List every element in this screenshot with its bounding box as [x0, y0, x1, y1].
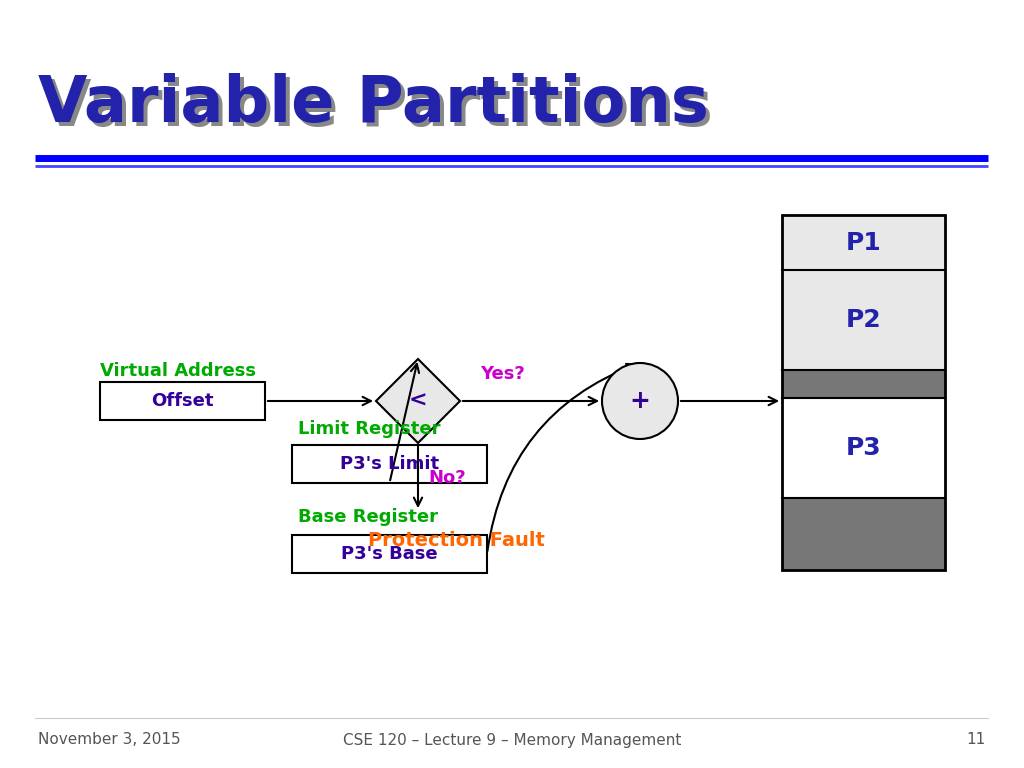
Text: P1: P1 [846, 230, 882, 254]
Text: P3's Base: P3's Base [341, 545, 438, 563]
Bar [292, 535, 487, 573]
Text: Protection Fault: Protection Fault [368, 531, 545, 550]
Text: Yes?: Yes? [480, 365, 524, 383]
FancyArrowPatch shape [487, 364, 635, 551]
Bar [782, 398, 945, 498]
Bar [782, 498, 945, 570]
Bar [292, 445, 487, 483]
Text: Offset: Offset [152, 392, 214, 410]
Text: No?: No? [428, 469, 466, 487]
Bar [782, 215, 945, 270]
Text: 11: 11 [967, 733, 986, 747]
Bar [100, 382, 265, 420]
Text: Variable Partitions: Variable Partitions [42, 77, 713, 139]
Text: November 3, 2015: November 3, 2015 [38, 733, 180, 747]
Text: CSE 120 – Lecture 9 – Memory Management: CSE 120 – Lecture 9 – Memory Management [343, 733, 681, 747]
Polygon shape [376, 359, 460, 443]
Bar [782, 215, 945, 570]
Text: Limit Register: Limit Register [298, 420, 440, 438]
Text: P3's Limit: P3's Limit [340, 455, 439, 473]
Text: Base Register: Base Register [298, 508, 438, 526]
Bar [782, 270, 945, 370]
Text: <: < [409, 391, 427, 411]
Circle shape [602, 363, 678, 439]
Text: P3: P3 [846, 436, 882, 460]
Bar [782, 370, 945, 398]
Text: +: + [630, 389, 650, 413]
Text: P2: P2 [846, 308, 882, 332]
Text: Variable Partitions: Variable Partitions [38, 73, 709, 135]
Text: Virtual Address: Virtual Address [100, 362, 256, 380]
